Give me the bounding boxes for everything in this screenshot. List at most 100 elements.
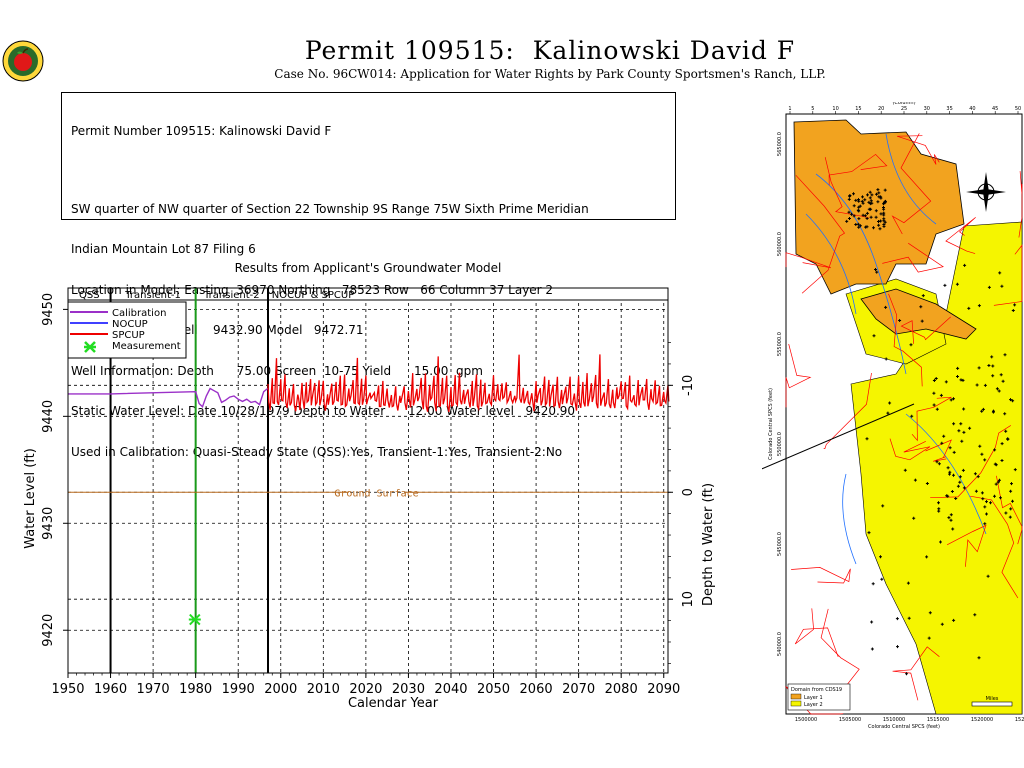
well-marker <box>852 204 856 208</box>
well-marker <box>927 636 931 640</box>
well-marker <box>863 214 867 218</box>
well-marker <box>932 391 936 395</box>
measurement-point <box>188 613 201 626</box>
well-marker <box>939 393 943 397</box>
x-tick-label: 1950 <box>51 682 84 697</box>
well-marker <box>905 672 908 676</box>
ground-surface-label: Ground Surface <box>334 488 418 499</box>
well-marker <box>1013 468 1017 472</box>
well-marker <box>870 647 874 651</box>
x-tick-label: 1990 <box>222 682 255 697</box>
stream-line <box>805 213 857 315</box>
road-line <box>794 608 839 658</box>
map-bottom-tick-label: 1500000 <box>795 717 817 723</box>
well-marker <box>867 531 871 535</box>
info-calibration: Used in Calibration: Quasi-Steady State … <box>71 444 563 459</box>
map-legend-layer1: Layer 1 <box>804 695 823 701</box>
well-marker <box>863 198 867 202</box>
map-legend-layer2: Layer 2 <box>804 702 823 708</box>
map-left-tick-label: 540000.0 <box>777 632 783 656</box>
map-column-label: (Column) <box>892 102 915 106</box>
y-tick-label: 9450 <box>41 293 56 326</box>
well-marker <box>942 434 946 438</box>
stream-line <box>885 133 937 225</box>
map-top-tick-label: 45 <box>992 106 998 112</box>
well-marker <box>878 227 882 231</box>
well-marker <box>958 475 962 479</box>
road-line <box>785 252 832 269</box>
well-marker <box>906 581 910 585</box>
well-marker <box>907 616 911 620</box>
well-marker <box>865 211 869 215</box>
well-marker <box>876 200 880 204</box>
well-marker <box>896 645 899 649</box>
y2-tick-label: -10 <box>681 375 696 396</box>
well-marker <box>854 198 858 202</box>
well-marker <box>1003 412 1007 416</box>
y-tick-label: 9440 <box>41 400 56 433</box>
well-marker <box>883 188 887 192</box>
well-marker <box>1000 442 1004 446</box>
well-marker <box>874 209 878 213</box>
well-marker <box>968 426 972 430</box>
road-line <box>785 343 812 408</box>
map-top-tick-label: 25 <box>901 106 907 112</box>
well-marker <box>949 513 953 517</box>
x-axis-label: Calendar Year <box>348 696 439 711</box>
layer1-region <box>793 119 965 295</box>
map-bottom-tick-label: 1505000 <box>839 717 861 723</box>
well-marker <box>865 217 869 220</box>
road-line <box>824 157 869 219</box>
well-marker <box>977 656 981 660</box>
well-marker <box>956 375 959 378</box>
x-tick-label: 2090 <box>647 682 680 697</box>
well-marker <box>881 504 885 508</box>
map-bottom-tick-label: 1510000 <box>883 717 905 723</box>
well-marker <box>991 374 995 378</box>
map-scale-label: Miles <box>986 696 999 702</box>
y-tick-label: 9420 <box>41 614 56 647</box>
well-marker <box>983 522 987 526</box>
map-bottom-tick-label: 1515000 <box>927 717 949 723</box>
well-marker <box>961 468 965 472</box>
well-marker <box>952 450 956 454</box>
layer1-region <box>860 288 977 340</box>
well-marker <box>978 444 982 448</box>
well-marker <box>977 366 981 370</box>
well-marker <box>952 397 955 401</box>
y2-tick-label: 0 <box>681 488 696 496</box>
x-tick-label: 2040 <box>434 682 467 697</box>
info-legal-description: SW quarter of NW quarter of Section 22 T… <box>71 201 589 216</box>
well-marker <box>925 482 929 485</box>
well-marker <box>991 410 995 414</box>
well-marker <box>993 494 996 498</box>
well-marker <box>1003 353 1007 357</box>
map-top-tick-label: 10 <box>832 106 838 112</box>
map-left-axis-label: Colorado Central SPCS (feet) <box>768 388 774 460</box>
well-marker <box>861 201 865 205</box>
well-marker <box>882 224 886 228</box>
well-marker <box>957 429 961 433</box>
well-marker <box>940 441 944 445</box>
well-marker <box>995 387 999 391</box>
well-marker <box>877 191 881 195</box>
model-domain-map: 1 5 10 15 20 25 30 35 40 45 50(Column)565000.05600… <box>762 102 1024 730</box>
well-marker <box>858 204 862 208</box>
period-label: QSS <box>79 290 100 301</box>
well-marker <box>993 462 997 466</box>
well-marker <box>1008 515 1012 519</box>
well-marker <box>884 305 888 309</box>
well-marker <box>960 439 964 443</box>
legend-label: SPCUP <box>112 330 145 341</box>
well-marker <box>999 373 1003 377</box>
road-line <box>791 567 851 584</box>
well-marker <box>996 480 1000 484</box>
well-marker <box>967 306 971 310</box>
info-subdivision: Indian Mountain Lot 87 Filing 6 <box>71 242 256 256</box>
well-marker <box>884 199 887 203</box>
well-marker <box>1011 499 1014 503</box>
map-bottom-axis-label: Colorado Central SPCS (feet) <box>868 724 940 730</box>
well-marker <box>935 460 939 464</box>
plot-frame <box>67 287 669 674</box>
